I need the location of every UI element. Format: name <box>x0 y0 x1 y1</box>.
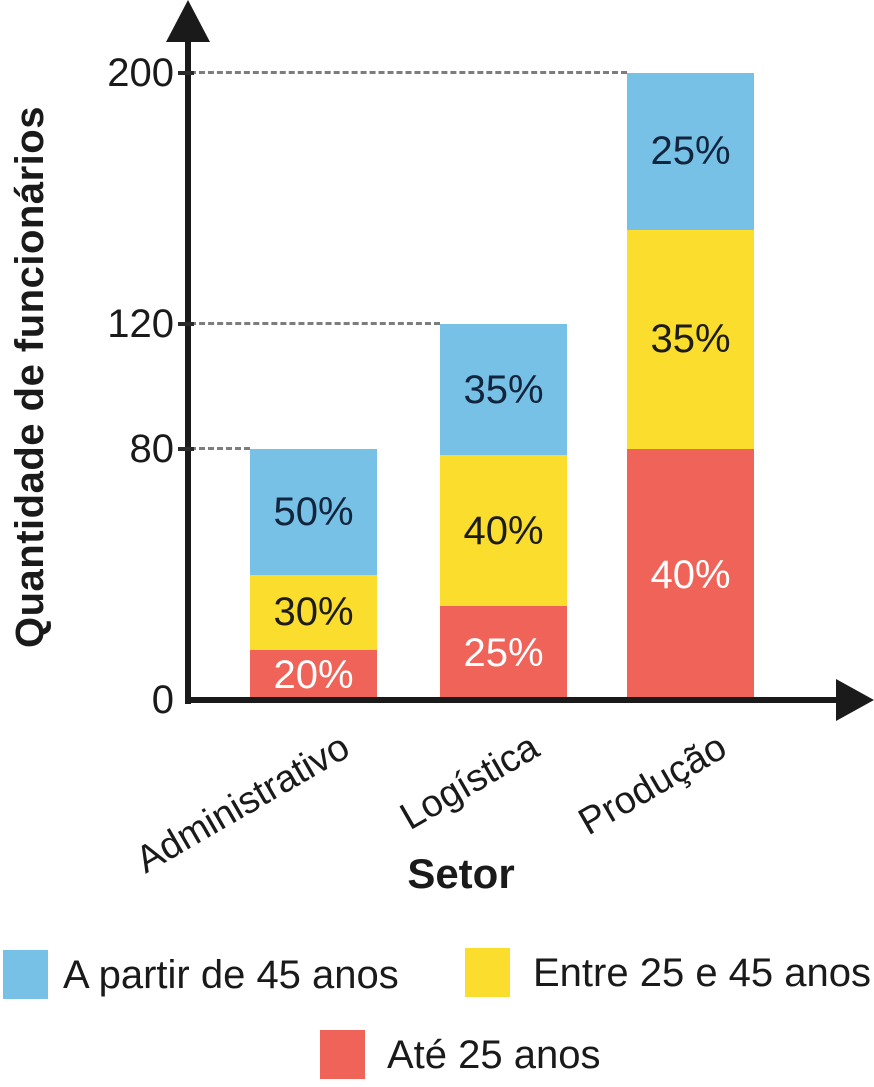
segment-percent-label: 40% <box>650 552 731 597</box>
y-axis-line <box>185 22 191 704</box>
legend-label-a-partir-de-45-anos: A partir de 45 anos <box>63 952 399 997</box>
legend-label-entre-25-e-45-anos: Entre 25 e 45 anos <box>533 950 872 995</box>
y-tick-label-0: 0 <box>151 678 174 722</box>
segment-percent-label: 50% <box>273 489 354 534</box>
guide-line-logistica <box>181 321 440 325</box>
legend-swatch-ate-25-anos <box>320 1030 365 1079</box>
y-tick-mark-200 <box>178 71 194 75</box>
category-label-producao: Produção <box>571 726 734 844</box>
y-tick-label-200: 200 <box>107 51 174 95</box>
bar-segment-administrativo-a-partir-de-45-anos: 50% <box>250 449 377 575</box>
guide-line-administrativo <box>181 447 250 451</box>
category-label-administrativo: Administrativo <box>128 726 357 882</box>
x-axis-arrow-icon <box>836 679 874 721</box>
bar-segment-producao-ate-25-anos: 40% <box>627 449 754 700</box>
y-tick-label-120: 120 <box>107 301 174 346</box>
bar-segment-producao-a-partir-de-45-anos: 25% <box>627 73 754 230</box>
segment-percent-label: 20% <box>273 652 354 697</box>
segment-percent-label: 30% <box>273 590 354 635</box>
bar-segment-logistica-ate-25-anos: 25% <box>440 605 567 700</box>
category-label-logistica: Logística <box>393 726 547 839</box>
y-tick-mark-80 <box>178 447 194 452</box>
bar-segment-logistica-entre-25-e-45-anos: 40% <box>440 455 567 606</box>
segment-percent-label: 35% <box>463 367 544 412</box>
x-axis-line <box>185 697 838 703</box>
bar-segment-administrativo-entre-25-e-45-anos: 30% <box>250 574 377 650</box>
x-axis-title: Setor <box>407 850 515 897</box>
legend-label-ate-25-anos: Até 25 anos <box>387 1032 601 1077</box>
y-tick-mark-120 <box>178 321 194 326</box>
segment-percent-label: 35% <box>650 317 731 362</box>
legend-swatch-a-partir-de-45-anos <box>3 950 48 999</box>
y-axis-title: Quantidade de funcionários <box>8 106 52 648</box>
y-tick-label-80: 80 <box>129 427 175 472</box>
segment-percent-label: 40% <box>463 508 544 553</box>
bar-segment-producao-entre-25-e-45-anos: 35% <box>627 229 754 450</box>
legend-swatch-entre-25-e-45-anos <box>465 948 510 997</box>
bar-segment-administrativo-ate-25-anos: 20% <box>250 649 377 700</box>
segment-percent-label: 25% <box>650 129 731 174</box>
segment-percent-label: 25% <box>463 630 544 675</box>
bar-segment-logistica-a-partir-de-45-anos: 35% <box>440 323 567 456</box>
guide-line-producao <box>181 71 627 74</box>
